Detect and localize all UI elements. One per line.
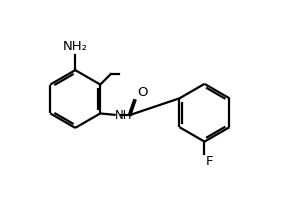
Text: O: O [137, 86, 148, 99]
Text: NH: NH [115, 109, 132, 122]
Text: NH₂: NH₂ [63, 40, 88, 53]
Text: F: F [206, 155, 213, 168]
